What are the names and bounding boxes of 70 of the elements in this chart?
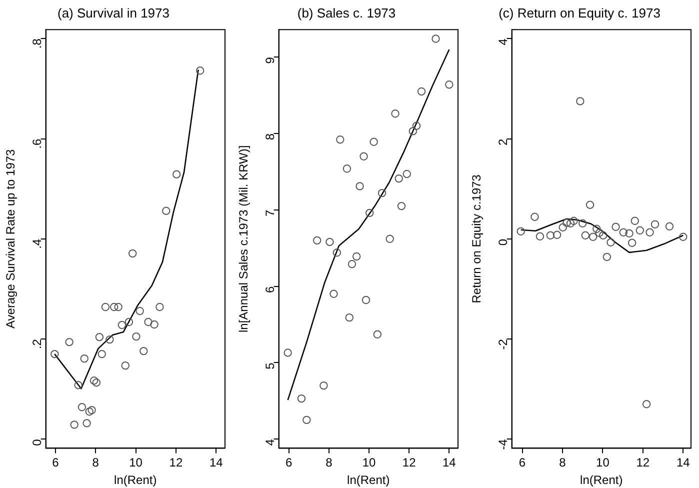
point [432, 34, 440, 43]
point [348, 260, 356, 268]
y-tick-label: .2 [30, 338, 44, 350]
y-tick-label: 5 [263, 362, 278, 370]
x-tick-label: 12 [169, 456, 183, 470]
x-tick-label: 14 [209, 456, 224, 470]
point [330, 290, 338, 298]
point [284, 348, 292, 357]
x-tick-label: 6 [285, 456, 292, 470]
point [373, 330, 382, 338]
point [342, 164, 352, 173]
point [386, 234, 394, 243]
point [362, 296, 370, 304]
y-axis-title: Return on Equity c.1973 [470, 174, 484, 304]
x-axis-title: ln(Rent) [347, 473, 390, 488]
x-tick-label: 6 [52, 456, 60, 470]
x-tick-label: 12 [402, 456, 416, 470]
point [352, 252, 361, 261]
point [297, 394, 306, 403]
y-tick-label: 9 [263, 56, 278, 64]
point [408, 127, 417, 136]
y-tick-label: 7 [263, 210, 278, 217]
point [391, 110, 400, 118]
point [302, 416, 311, 424]
x-axis-title: ln(Rent) [114, 473, 157, 488]
point [326, 238, 334, 246]
point [312, 236, 322, 245]
y-tick-label: 0 [30, 438, 44, 446]
y-axis-title: Average Survival Rate up to 1973 [4, 148, 18, 329]
point [336, 135, 344, 144]
point [345, 313, 354, 322]
x-tick-label: 10 [596, 456, 610, 470]
y-tick-label: -2 [496, 338, 510, 350]
point [378, 188, 386, 198]
x-tick-label: 10 [129, 456, 143, 470]
point [370, 138, 378, 146]
point [360, 152, 368, 160]
y-axis-title: ln[Annual Sales c.1973 (Mil. KRW)] [236, 145, 251, 332]
y-tick-label: .6 [30, 138, 44, 149]
x-tick-label: 8 [559, 456, 566, 470]
point [356, 182, 364, 190]
y-tick-label: 8 [263, 133, 278, 140]
y-tick-label: 0 [496, 238, 510, 246]
x-tick-label: 14 [676, 456, 690, 470]
point [412, 122, 421, 130]
x-tick-label: 10 [362, 456, 376, 470]
y-tick-label: -4 [496, 438, 510, 450]
x-tick-label: 8 [326, 456, 333, 470]
point [402, 170, 411, 178]
point [366, 208, 374, 218]
point [397, 202, 406, 210]
x-tick-label: 14 [442, 456, 456, 470]
chart-title: (b) Sales c. 1973 [297, 5, 396, 20]
y-tick-label: 4 [496, 38, 510, 46]
y-tick-label: .4 [30, 238, 44, 249]
x-tick-label: 12 [636, 456, 650, 470]
point [417, 87, 426, 96]
y-tick-label: 2 [496, 138, 510, 146]
chart-title: (c) Return on Equity c. 1973 [498, 5, 660, 20]
point [320, 381, 328, 390]
point [394, 174, 403, 183]
y-tick-label: 6 [263, 286, 278, 293]
x-axis-title: ln(Rent) [580, 473, 623, 488]
y-tick-label: .8 [30, 38, 44, 49]
x-tick-label: 6 [518, 456, 526, 470]
chart-title: (a) Survival in 1973 [58, 5, 170, 20]
x-tick-label: 8 [92, 456, 100, 470]
point [445, 80, 454, 89]
point [332, 248, 342, 257]
y-tick-label: 4 [263, 438, 278, 446]
